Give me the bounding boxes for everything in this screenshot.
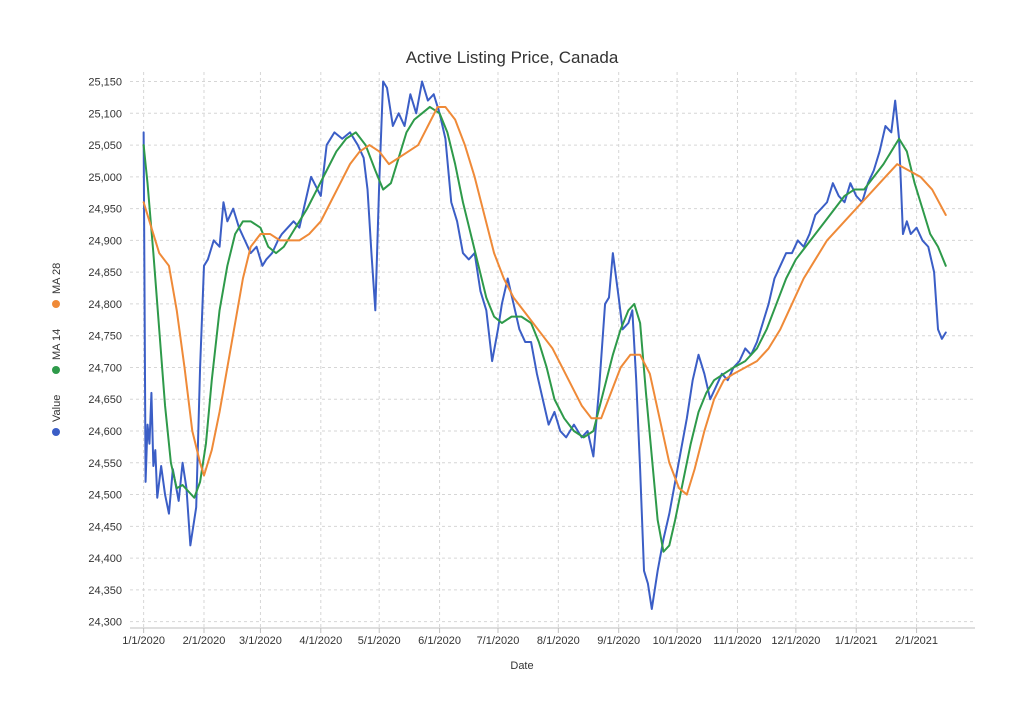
x-tick-label: 5/1/2020	[358, 635, 401, 647]
x-tick-label: 2/1/2021	[895, 635, 938, 647]
y-tick-label: 24,750	[88, 331, 122, 343]
x-tick-label: 4/1/2020	[299, 635, 342, 647]
legend-item-ma-28: MA 28	[51, 263, 63, 308]
legend-item-value: Value	[51, 395, 63, 436]
x-tick-label: 12/1/2020	[771, 635, 820, 647]
y-tick-label: 24,650	[88, 394, 122, 406]
y-tick-label: 24,600	[88, 426, 122, 438]
y-tick-label: 24,450	[88, 521, 122, 533]
series-line-ma-28	[142, 105, 947, 496]
x-tick-label: 6/1/2020	[418, 635, 461, 647]
x-tick-label: 7/1/2020	[477, 635, 520, 647]
x-tick-label: 1/1/2021	[835, 635, 878, 647]
y-tick-label: 25,050	[88, 140, 122, 152]
x-tick-label: 10/1/2020	[653, 635, 702, 647]
y-tick-label: 24,400	[88, 553, 122, 565]
y-tick-label: 24,800	[88, 299, 122, 311]
legend: Value MA 14 MA 28	[51, 263, 63, 436]
legend-swatch	[52, 428, 60, 436]
series-line-value	[142, 80, 947, 610]
y-tick-label: 25,100	[88, 108, 122, 120]
y-tick-label: 24,950	[88, 204, 122, 216]
x-tick-label: 1/1/2020	[122, 635, 165, 647]
y-tick-label: 24,500	[88, 490, 122, 502]
x-tick-label: 3/1/2020	[239, 635, 282, 647]
y-tick-label: 24,850	[88, 267, 122, 279]
series-layer	[142, 80, 947, 610]
legend-label: MA 14	[51, 329, 63, 360]
y-tick-label: 24,300	[88, 617, 122, 629]
y-tick-label: 25,000	[88, 172, 122, 184]
axis-layer: 24,300 24,350 24,400 24,450 24,500 24,550 24,6…	[88, 77, 975, 647]
series-line-ma-14	[142, 105, 947, 553]
x-tick-label: 2/1/2020	[183, 635, 226, 647]
x-tick-label: 9/1/2020	[597, 635, 640, 647]
legend-item-ma-14: MA 14	[51, 329, 63, 374]
legend-swatch	[52, 366, 60, 374]
y-tick-label: 24,900	[88, 235, 122, 247]
y-tick-label: 24,700	[88, 362, 122, 374]
legend-label: Value	[51, 395, 63, 422]
y-tick-label: 24,550	[88, 458, 122, 470]
x-axis-label: Date	[510, 660, 533, 672]
x-tick-label: 8/1/2020	[537, 635, 580, 647]
x-tick-label: 11/1/2020	[713, 635, 761, 647]
legend-swatch	[52, 300, 60, 308]
y-tick-label: 25,150	[88, 77, 122, 89]
legend-label: MA 28	[51, 263, 63, 294]
chart-title: Active Listing Price, Canada	[406, 48, 619, 67]
y-tick-label: 24,350	[88, 585, 122, 597]
